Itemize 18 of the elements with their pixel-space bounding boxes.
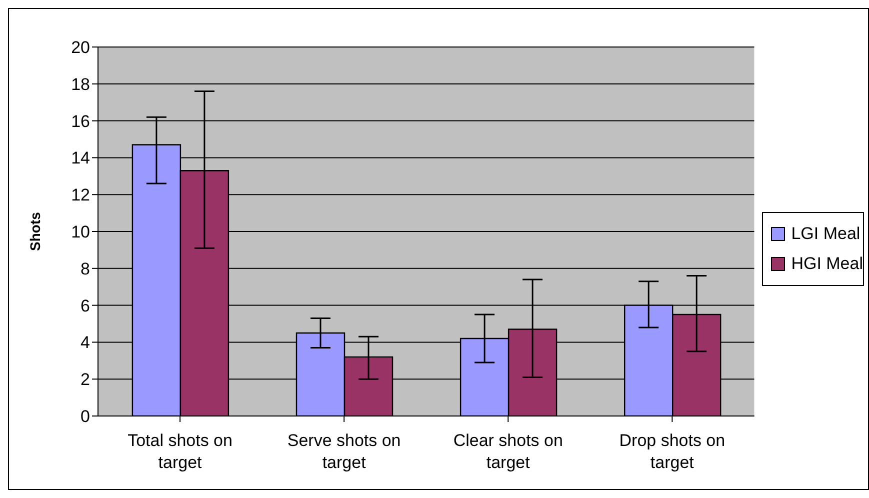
y-tick-label: 6 bbox=[80, 296, 90, 316]
y-tick-label: 12 bbox=[71, 186, 90, 205]
x-tick-label: Total shots on target bbox=[128, 431, 232, 472]
y-tick-label: 8 bbox=[80, 259, 90, 278]
legend-label: HGI Meal bbox=[791, 254, 863, 274]
y-tick-label: 14 bbox=[71, 148, 90, 168]
y-tick-label: 10 bbox=[71, 222, 90, 242]
x-tick-label: Clear shots on target bbox=[453, 431, 563, 472]
x-tick-label: Serve shots on target bbox=[287, 431, 401, 472]
y-tick-label: 18 bbox=[71, 74, 90, 94]
x-tick-label: Drop shots on target bbox=[619, 431, 726, 472]
legend-label: LGI Meal bbox=[791, 224, 860, 244]
y-tick-label: 20 bbox=[71, 38, 90, 58]
y-tick-label: 16 bbox=[71, 112, 90, 131]
y-axis-title: Shots bbox=[26, 212, 43, 251]
y-tick-label: 2 bbox=[80, 370, 90, 390]
y-tick-label: 0 bbox=[80, 407, 90, 426]
y-tick-label: 4 bbox=[80, 333, 90, 352]
